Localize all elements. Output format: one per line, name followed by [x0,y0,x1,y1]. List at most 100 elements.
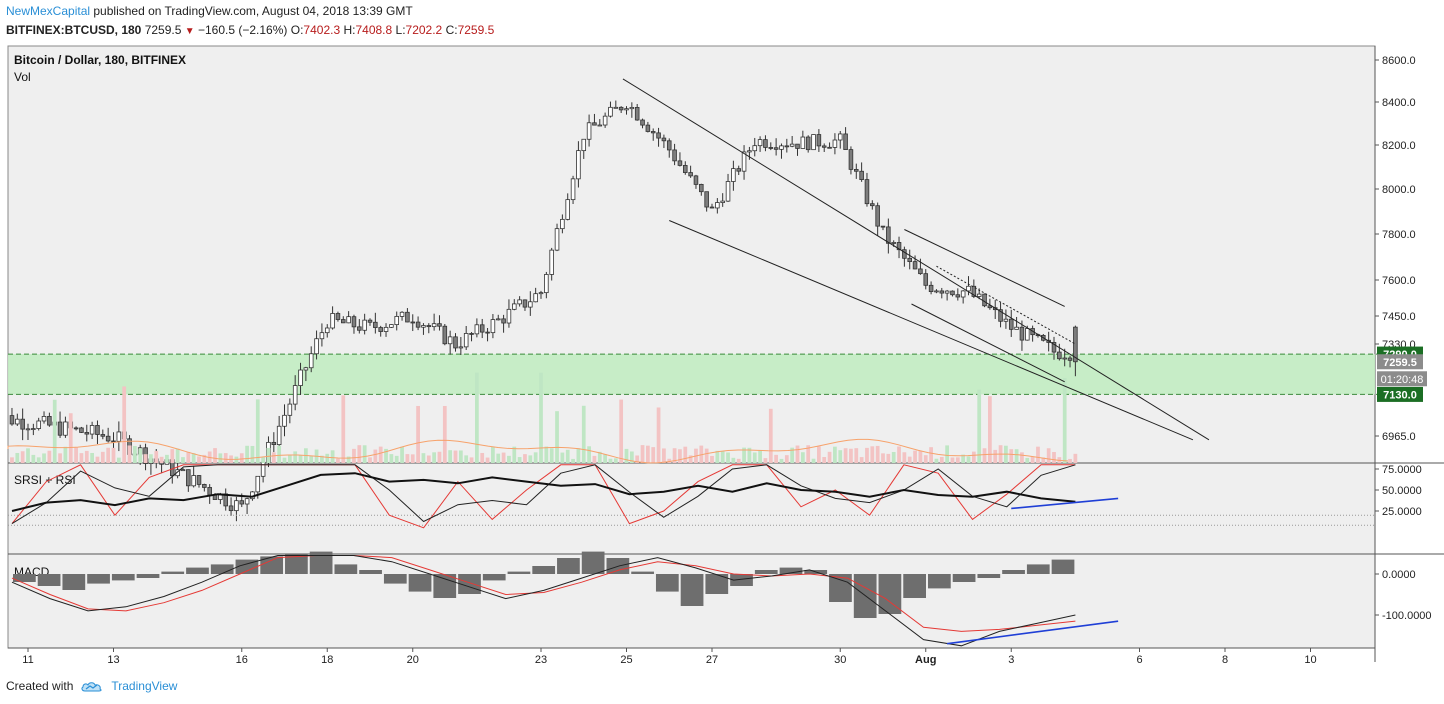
candle [373,321,378,328]
time-tick-label: 3 [1008,654,1014,666]
volume-bar [993,449,998,463]
volume-bar [758,450,762,463]
macd-histogram-bar [359,570,382,574]
volume-bar [939,456,944,463]
candle [84,432,90,435]
candle [613,106,619,109]
volume-bar [544,446,549,463]
volume-bar [806,445,811,463]
footer: Created with TradingView [6,679,177,693]
volume-bar [779,458,784,463]
volume-bar [255,399,260,463]
chart-canvas[interactable]: 8600.0 8400.0 8200.0 8000.0 7800.0 7600.0 7450… [0,42,1444,670]
candle [602,115,608,126]
open-label: O: [290,23,304,37]
volume-bar [202,454,207,463]
candle [276,425,282,445]
candle [752,145,758,152]
volume-bar [934,458,939,463]
candle [495,318,501,321]
macd-histogram-bar [37,574,61,586]
candle [544,274,549,294]
candle [848,149,854,170]
volume-bar [651,447,656,463]
volume-bar [672,448,677,463]
macd-histogram-bar [1051,559,1075,574]
volume-bar [907,456,912,463]
tradingview-link[interactable]: TradingView [111,679,178,693]
symbol-label: BITFINEX:BTCUSD, 180 [6,23,142,37]
volume-bar [635,455,640,463]
candle [811,134,816,151]
volume-bar [859,457,864,463]
candle [998,309,1003,322]
volume-bar [533,452,538,463]
volume-bar [309,455,314,463]
candle [341,319,346,324]
volume-bar [549,448,554,463]
candle [383,326,389,332]
volume-bar [20,451,25,463]
volume-bar [774,454,778,463]
close-value: 7259.5 [457,23,495,37]
candle [672,149,677,162]
candle [939,290,945,294]
candle [1014,326,1019,330]
trendline [911,303,1065,383]
volume-bar [416,405,420,463]
volume-bar [571,458,575,463]
candle [715,202,720,209]
candle [763,139,768,148]
candle [741,151,747,172]
macd-histogram-bar [309,551,333,574]
volume-bar [891,451,896,463]
volume-bar [667,458,672,463]
author-link[interactable]: NewMexCapital [6,4,91,18]
time-tick-label: 8 [1222,654,1228,666]
volume-bar [555,411,559,463]
volume-bar [881,453,885,463]
candle [918,268,923,275]
candle [31,428,36,430]
plot-area [7,45,1376,649]
volume-bar [768,408,773,463]
countdown-label: 01:20:48 [1381,374,1424,386]
candle [528,301,533,308]
candle [982,293,987,307]
srsi-tick-label: 50.0000 [1382,485,1422,497]
volume-bar [613,458,618,463]
candle [453,336,458,349]
volume-bar [154,451,159,463]
volume-bar [277,445,282,463]
candle [720,200,725,203]
candle [512,303,517,310]
candle [987,305,993,309]
candle [854,168,859,172]
candle [207,487,212,496]
trendline [904,229,1065,307]
volume-bar [245,445,249,463]
time-tick-label: 30 [834,654,846,666]
candle [693,175,699,185]
candle [437,323,442,327]
macd-histogram-bar [977,574,1001,578]
volume-bar [507,455,511,463]
volume-bar [736,458,741,463]
candle [367,319,373,323]
volume-bar [501,452,506,463]
volume-bar [512,446,517,463]
candle [1073,326,1078,363]
macd-histogram-bar [87,574,110,584]
volume-bar [817,446,821,463]
volume-bar [870,446,875,463]
candle [501,318,506,324]
volume-bar [15,452,20,463]
candle [314,338,319,355]
macd-histogram-bar [235,559,259,574]
time-tick-label: 20 [407,654,419,666]
volume-bar [977,389,982,463]
candle [517,299,522,305]
volume-bar [784,455,789,463]
volume-bar [715,450,720,463]
candle [950,290,955,296]
